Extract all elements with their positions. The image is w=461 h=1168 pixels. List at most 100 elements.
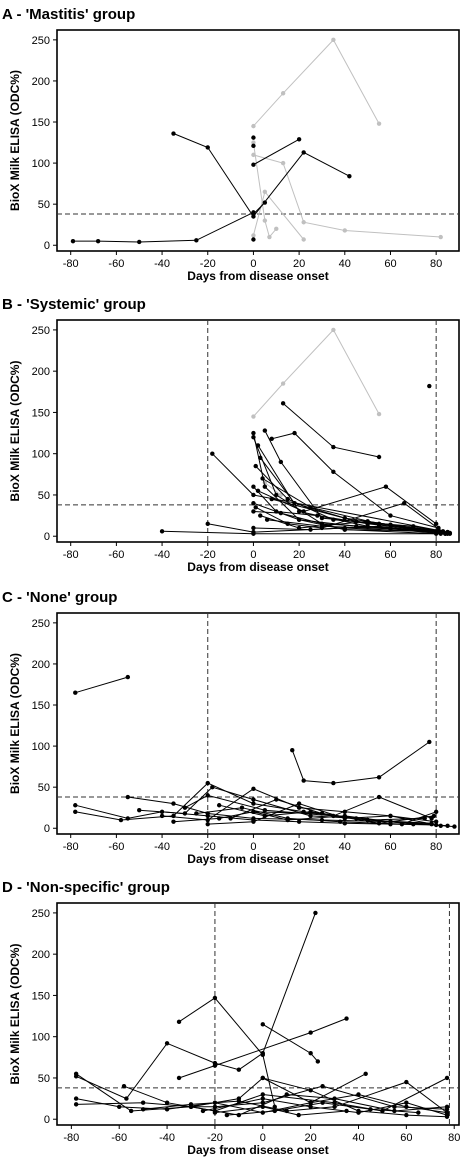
y-tick-label: 100 xyxy=(32,741,50,753)
x-tick-label: -20 xyxy=(200,258,216,270)
data-point xyxy=(262,189,268,195)
data-point xyxy=(140,1107,146,1112)
y-tick-label: 200 xyxy=(32,949,50,961)
y-tick-label: 200 xyxy=(32,366,50,378)
data-series xyxy=(260,1071,368,1105)
x-tick-label: -60 xyxy=(108,549,124,561)
data-point xyxy=(260,1096,265,1101)
data-point xyxy=(258,513,263,518)
data-point xyxy=(164,1107,170,1112)
plot-frame xyxy=(56,612,460,835)
data-point xyxy=(262,484,268,489)
series-line xyxy=(257,445,448,534)
data-point xyxy=(284,1092,289,1097)
data-series xyxy=(251,140,279,240)
series-line xyxy=(253,138,300,166)
x-tick-label: -60 xyxy=(108,841,124,853)
data-point xyxy=(292,430,297,436)
data-point xyxy=(278,510,284,516)
series-line xyxy=(282,403,380,458)
data-series xyxy=(212,1104,349,1118)
data-point xyxy=(332,1096,337,1101)
data-point xyxy=(269,436,274,442)
data-point xyxy=(376,524,382,529)
data-point xyxy=(260,476,265,481)
series-line xyxy=(75,912,316,1100)
data-point xyxy=(433,809,439,815)
series-line xyxy=(178,1018,347,1079)
data-point xyxy=(251,143,256,149)
data-point xyxy=(376,411,382,417)
data-point xyxy=(338,819,343,824)
data-series xyxy=(188,1092,450,1118)
data-point xyxy=(296,819,302,824)
x-tick-label: 40 xyxy=(339,841,351,853)
x-tick-label: 0 xyxy=(250,258,256,270)
data-point xyxy=(315,513,320,518)
data-point xyxy=(210,784,215,790)
data-point xyxy=(205,145,210,150)
data-series xyxy=(269,496,453,536)
data-point xyxy=(251,816,256,821)
data-series xyxy=(228,797,437,826)
x-tick-label: 20 xyxy=(293,841,305,853)
data-point xyxy=(260,1075,265,1081)
data-point xyxy=(447,531,453,536)
x-tick-label: -20 xyxy=(200,841,216,853)
data-series xyxy=(251,135,256,140)
x-tick-label: 0 xyxy=(260,1132,266,1144)
data-point xyxy=(251,786,256,792)
data-point xyxy=(296,1112,301,1118)
y-tick-label: 0 xyxy=(44,240,50,252)
series-line xyxy=(271,498,450,535)
x-tick-label: 80 xyxy=(448,1132,460,1144)
x-tick-label: -60 xyxy=(108,258,124,270)
y-tick-label: 100 xyxy=(32,1032,50,1044)
series-line xyxy=(230,798,434,824)
data-point xyxy=(239,805,245,810)
data-point xyxy=(182,811,188,816)
y-tick-label: 150 xyxy=(32,407,50,419)
x-tick-label: -80 xyxy=(63,1132,79,1144)
data-point xyxy=(70,238,76,244)
data-point xyxy=(376,794,382,800)
data-point xyxy=(251,152,256,158)
data-point xyxy=(216,803,222,808)
series-line xyxy=(252,142,277,239)
data-point xyxy=(331,444,336,450)
x-tick-label: -80 xyxy=(63,841,79,853)
data-point xyxy=(301,150,306,155)
data-point xyxy=(251,484,256,489)
data-point xyxy=(253,463,258,469)
data-point xyxy=(205,521,210,527)
x-tick-label: -20 xyxy=(200,549,216,561)
data-series xyxy=(264,517,443,536)
data-point xyxy=(319,524,325,529)
data-point xyxy=(194,811,199,816)
data-point xyxy=(251,525,256,531)
data-series xyxy=(251,237,256,242)
series-line xyxy=(291,741,430,784)
y-tick-label: 250 xyxy=(32,908,50,920)
data-point xyxy=(444,1104,450,1110)
data-point xyxy=(262,200,268,205)
data-point xyxy=(280,381,286,386)
data-point xyxy=(376,121,382,126)
data-point xyxy=(73,690,78,695)
data-point xyxy=(251,135,256,140)
data-point xyxy=(383,484,389,489)
series-line xyxy=(75,1073,448,1112)
x-tick-label: -40 xyxy=(154,549,170,561)
data-point xyxy=(280,91,286,96)
x-tick-label: 0 xyxy=(250,841,256,853)
data-point xyxy=(251,430,256,436)
data-point xyxy=(95,238,101,244)
data-point xyxy=(267,234,272,240)
y-tick-label: 250 xyxy=(32,35,50,47)
data-point xyxy=(320,1100,325,1105)
x-tick-label: -80 xyxy=(63,258,79,270)
data-point xyxy=(205,821,210,827)
data-point xyxy=(296,801,302,806)
data-point xyxy=(73,1071,79,1077)
